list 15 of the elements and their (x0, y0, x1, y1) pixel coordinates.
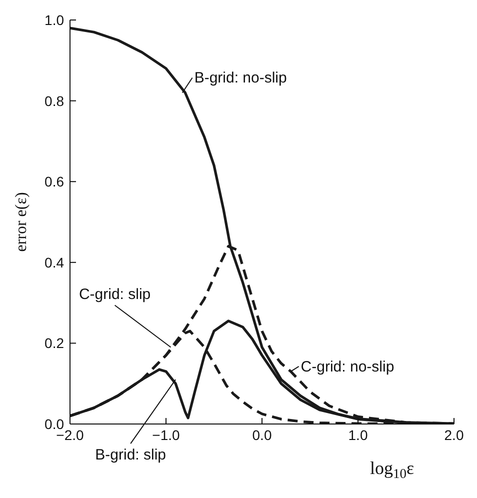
x-tick-label: 2.0 (444, 426, 464, 443)
y-tick-label: 0.4 (44, 254, 64, 270)
y-tick-label: 0.2 (44, 335, 64, 352)
y-tick-label: 0.8 (44, 92, 64, 109)
annotation: B-grid: no-slip (194, 70, 287, 87)
y-tick-label: 1.0 (44, 12, 64, 28)
annotation: B-grid: slip (95, 446, 166, 464)
x-axis-title: log$_{10}$ε (370, 458, 414, 482)
x-tick-label: 1.0 (348, 426, 368, 443)
annotation: C-grid: no-slip (300, 358, 394, 376)
x-tick-label: −1.0 (152, 426, 180, 443)
y-axis-title: error e(ε) (13, 192, 30, 252)
y-tick-label: 0.6 (44, 174, 64, 190)
x-tick-label: 0.0 (252, 426, 272, 443)
annotation: C-grid: slip (78, 286, 151, 304)
